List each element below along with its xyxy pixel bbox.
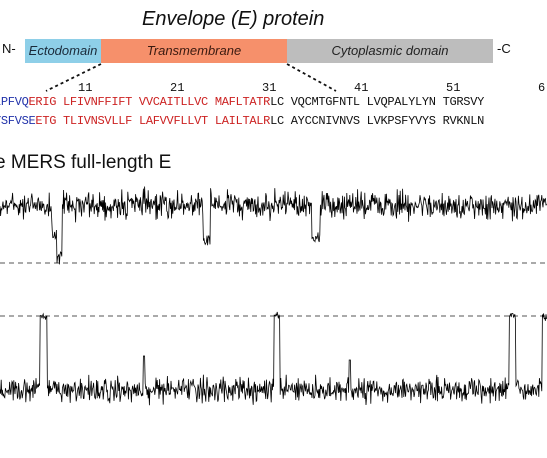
ruler-tick-21: 21	[170, 81, 185, 95]
tm-start-connector	[45, 63, 102, 92]
sequence-2-cytoplasmic: LC AYCCNIVNVS LVKPSFYVYS RVKNLN	[270, 114, 484, 128]
current-trace-1	[0, 186, 547, 265]
trace-label: e MERS full-length E	[0, 152, 172, 173]
tm-end-connector	[286, 63, 337, 92]
ruler-tick-31: 31	[262, 81, 277, 95]
c-terminus-label: -C	[497, 41, 511, 56]
figure-title: Envelope (E) protein	[142, 8, 325, 30]
ruler-tick-61: 6	[538, 81, 546, 95]
ruler-tick-41: 41	[354, 81, 369, 95]
sequence-1-ectodomain: LPFVQ	[0, 95, 29, 109]
cytoplasmic-domain-bar: Cytoplasmic domain	[287, 39, 493, 63]
current-trace-2	[0, 311, 547, 406]
ruler-tick-51: 51	[446, 81, 461, 95]
sequence-2-transmembrane: ETG TLIVNSVLLF LAFVVFLLVT LAILTALR	[35, 114, 271, 128]
ruler-tick-11: 11	[78, 81, 93, 95]
sequence-1-cytoplasmic: LC VQCMTGFNTL LVQPALYLYN TGRSVY	[270, 95, 484, 109]
n-terminus-label: N-	[2, 41, 16, 56]
transmembrane-bar: Transmembrane	[101, 39, 287, 63]
sequence-1-transmembrane: ERIG LFIVNFFIFT VVCAITLLVC MAFLTATR	[28, 95, 271, 109]
sequence-row-1: LPFVQERIG LFIVNFFIFT VVCAITLLVC MAFLTATR…	[0, 95, 484, 109]
ectodomain-bar: Ectodomain	[25, 39, 101, 63]
